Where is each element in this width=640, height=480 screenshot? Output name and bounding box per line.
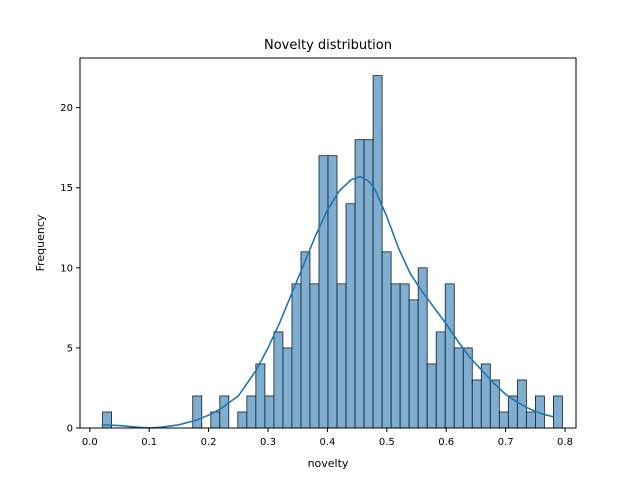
plot-frame [79, 57, 577, 429]
histogram-bar [309, 283, 320, 429]
histogram-bar [354, 139, 365, 429]
histogram-bar [444, 283, 455, 429]
x-tick-label: 0.2 [201, 437, 217, 448]
x-tick-label: 0.7 [498, 437, 514, 448]
bars-group [102, 75, 563, 429]
y-tick-label: 5 [67, 343, 73, 354]
histogram-bar [291, 283, 302, 429]
histogram-bar [237, 411, 248, 429]
y-tick-label: 0 [67, 424, 73, 435]
x-tick-label: 0.3 [260, 437, 276, 448]
histogram-bar [390, 283, 401, 429]
histogram-bar [255, 363, 266, 429]
x-tick-label: 0.8 [557, 437, 573, 448]
histogram-bar [381, 251, 392, 429]
histogram-bar [273, 331, 284, 429]
histogram-bar [300, 251, 311, 429]
x-tick-label: 0.1 [141, 437, 157, 448]
histogram-bar [318, 155, 329, 429]
histogram-bar [363, 139, 374, 429]
y-tick-label: 15 [60, 183, 73, 194]
histogram-bar [264, 395, 275, 429]
x-tick-label: 0.6 [438, 437, 454, 448]
kde-line [101, 175, 554, 429]
histogram-bar [471, 379, 482, 429]
histogram-bar [498, 411, 509, 429]
chart-title: Novelty distribution [264, 38, 392, 53]
histogram-bar [219, 395, 230, 429]
histogram-bar [435, 331, 446, 429]
x-tick-label: 0.4 [319, 437, 335, 448]
y-axis-label: Frequency [34, 214, 47, 271]
y-axis-ticks: 0 5 10 15 20 [60, 103, 80, 435]
histogram-bar [426, 363, 437, 429]
x-axis-ticks: 0.0 0.1 0.2 0.3 0.4 0.5 0.6 0.7 0.8 [82, 428, 573, 448]
histogram-bar [462, 347, 473, 429]
histogram-bar [345, 203, 356, 429]
histogram-bar [525, 411, 536, 429]
histogram-bar [399, 283, 410, 429]
histogram-bar [246, 395, 257, 429]
histogram-bar [372, 75, 383, 429]
histogram-bar [336, 283, 347, 429]
x-axis-label: novelty [308, 457, 349, 470]
histogram-bar [210, 411, 221, 429]
histogram-bar [408, 299, 419, 429]
histogram-bar [453, 347, 464, 429]
histogram-bar [282, 347, 293, 429]
histogram-bar [553, 395, 563, 429]
y-tick-label: 10 [60, 263, 73, 274]
y-tick-label: 20 [60, 103, 73, 114]
x-tick-label: 0.0 [82, 437, 98, 448]
x-tick-label: 0.5 [379, 437, 395, 448]
histogram-bar [192, 395, 203, 429]
